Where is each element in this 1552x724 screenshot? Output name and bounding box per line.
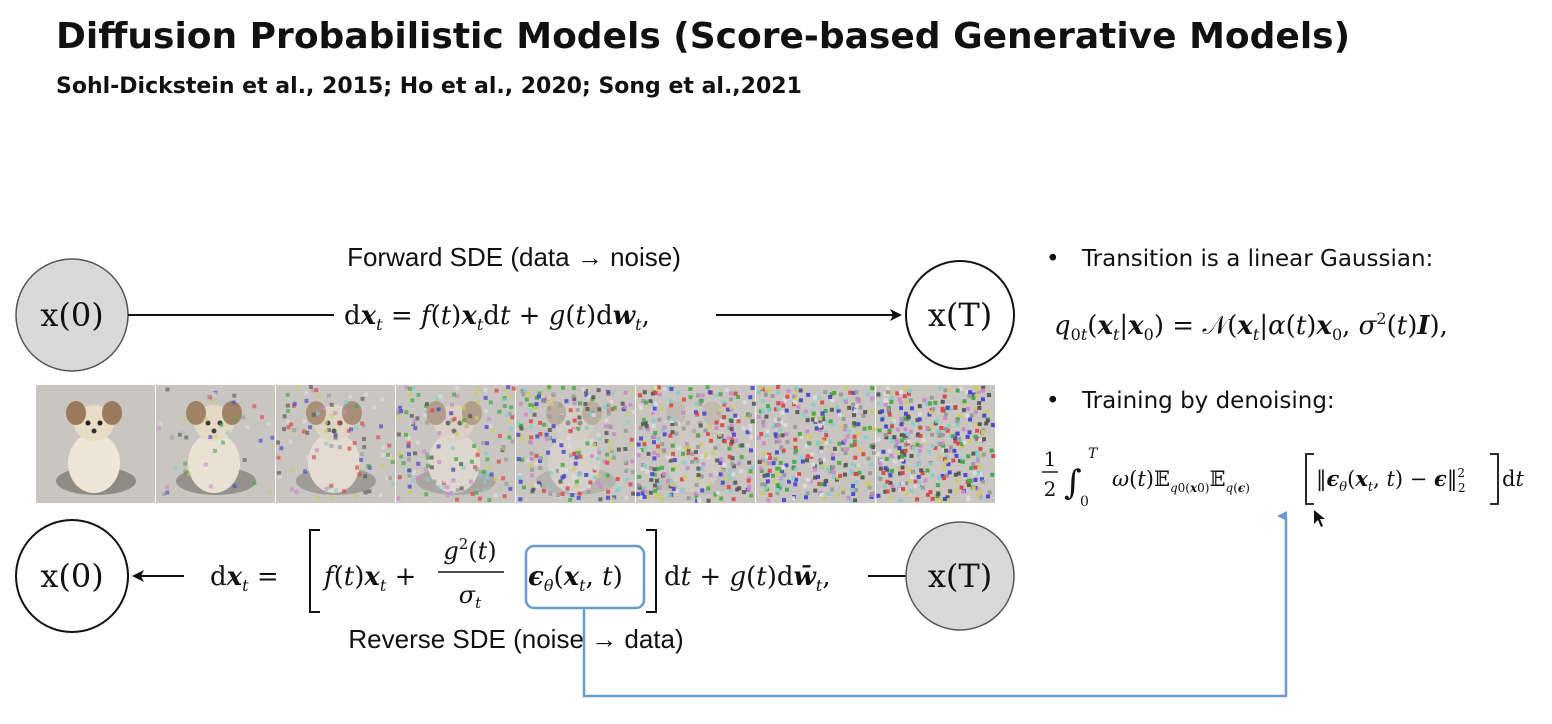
forward-start-node-label: x(0) (40, 296, 103, 334)
dog-silhouette (176, 401, 256, 495)
svg-text:0: 0 (1080, 494, 1089, 510)
noisy-image-frame (516, 385, 636, 503)
svg-text:∫: ∫ (1064, 463, 1082, 503)
bullet-transition: • Transition is a linear Gaussian: (1046, 246, 1433, 272)
dog-silhouette (56, 401, 136, 495)
reverse-start-node-label: x(T) (928, 557, 992, 595)
noisy-image-frame (276, 385, 396, 503)
svg-text:dt + g(t)dw̄t,: dt + g(t)dw̄t, (664, 562, 831, 595)
noisy-image-frame (156, 385, 275, 503)
noisy-image-frame (636, 385, 756, 503)
dog-silhouette (296, 401, 376, 495)
reverse-sde-equation: dxt = f(t)xt + g2(t) σt ϵθ(xt, t) dt + g… (210, 529, 831, 613)
noisy-image-frame (756, 385, 876, 503)
svg-text:dxt =: dxt = (210, 562, 279, 595)
mouse-cursor-icon (1314, 510, 1325, 527)
noisy-image-frame (396, 385, 516, 503)
bullet-training-text: Training by denoising: (1082, 388, 1335, 414)
slide-title: Diffusion Probabilistic Models (Score-ba… (56, 16, 1351, 57)
diffusion-image-strip (36, 385, 996, 503)
reverse-end-node-label: x(0) (40, 557, 103, 595)
noisy-image-frame (36, 385, 155, 503)
svg-text:ω(t)𝔼q0(x0)𝔼q(ϵ): ω(t)𝔼q0(x0)𝔼q(ϵ) (1112, 467, 1250, 495)
svg-text:‖ϵθ(xt, t) − ϵ‖22: ‖ϵθ(xt, t) − ϵ‖2 2 (1316, 466, 1466, 495)
svg-text:1: 1 (1044, 447, 1057, 471)
score-connector-arrow (582, 511, 1288, 698)
forward-end-node-label: x(T) (928, 296, 992, 334)
svg-text:σt: σt (459, 581, 482, 612)
slide-subtitle: Sohl-Dickstein et al., 2015; Ho et al., … (56, 74, 802, 99)
diffusion-image-strip-svg (36, 385, 996, 503)
svg-text:ϵθ(xt, t): ϵθ(xt, t) (528, 562, 623, 595)
training-loss-equation: 1 2 ∫ T 0 ω(t)𝔼q0(x0)𝔼q(ϵ) ‖ϵθ(xt, t) − … (1042, 446, 1524, 510)
forward-sde-label: Forward SDE (data → noise) (347, 242, 681, 272)
forward-start-node: x(0) (15, 258, 129, 372)
bullet-dot-icon: • (1046, 246, 1060, 272)
svg-text:2: 2 (1044, 477, 1057, 501)
noisy-image-frame (876, 385, 996, 503)
svg-text:dt: dt (1502, 467, 1524, 491)
bullet-training: • Training by denoising: (1046, 388, 1335, 414)
svg-text:g2(t): g2(t) (443, 535, 496, 565)
reverse-start-node: x(T) (905, 521, 1015, 631)
bullet-transition-text: Transition is a linear Gaussian: (1082, 246, 1434, 272)
forward-sde-equation: dxt = f(t)xtdt + g(t)dwt, (344, 301, 650, 334)
svg-text:T: T (1088, 446, 1099, 462)
forward-end-node: x(T) (905, 260, 1015, 370)
bullet-dot-icon: • (1046, 388, 1060, 414)
transition-equation: q0t(xt|x0) = 𝒩(xt|α(t)x0, σ2(t)I), (1054, 309, 1448, 344)
reverse-sde-label: Reverse SDE (noise → data) (348, 624, 683, 654)
reverse-end-node: x(0) (15, 519, 129, 633)
svg-text:f(t)xt +: f(t)xt + (322, 562, 416, 595)
